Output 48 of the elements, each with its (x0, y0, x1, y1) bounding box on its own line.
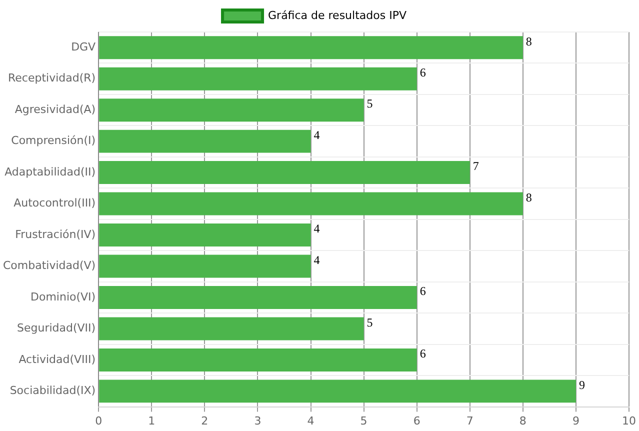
x-tick-label: 0 (95, 414, 102, 428)
x-tick-label: 7 (466, 414, 474, 428)
bar (99, 348, 417, 372)
data-label: 8 (526, 190, 532, 204)
x-tick-label: 6 (413, 414, 420, 428)
y-tick-label: Frustración(IV) (15, 228, 96, 241)
y-tick-label: Combatividad(V) (2, 259, 96, 272)
bar (99, 67, 417, 90)
x-tick-label: 9 (572, 414, 580, 428)
y-tick-label: Sociabilidad(IX) (10, 384, 96, 398)
x-tick-label: 4 (307, 414, 314, 428)
data-label: 6 (420, 346, 426, 361)
y-tick-label: Agresividad(A) (14, 102, 96, 116)
bar (99, 130, 311, 153)
y-tick-label: Comprensión(I) (11, 134, 96, 148)
y-tick-label: Receptividad(R) (8, 72, 96, 85)
data-label: 6 (420, 284, 426, 298)
legend-label: Gráfica de resultados IPV (268, 8, 407, 22)
y-tick-label: Dominio(VI) (30, 290, 96, 304)
data-label: 9 (578, 378, 585, 392)
bar (99, 224, 311, 247)
x-tick-label: 3 (254, 414, 262, 428)
data-label: 7 (472, 159, 479, 174)
y-tick-label: Autocontrol(III) (14, 196, 96, 210)
x-tick-label: 5 (360, 414, 368, 428)
y-tick-label: Adaptabilidad(II) (4, 165, 96, 178)
data-label: 4 (314, 128, 320, 142)
data-label: 5 (366, 96, 373, 111)
y-tick-label: Seguridad(VII) (17, 322, 96, 335)
x-tick-label: 10 (622, 414, 636, 428)
x-tick-label: 8 (519, 414, 526, 428)
x-tick-label: 2 (201, 414, 208, 428)
data-label: 4 (314, 252, 320, 267)
bar (99, 98, 364, 122)
y-tick-label: Actividad(VIII) (18, 352, 96, 366)
bar (99, 161, 470, 184)
data-label: 8 (526, 34, 532, 48)
bar (99, 286, 417, 309)
data-label: 5 (366, 315, 373, 330)
bar (99, 317, 364, 340)
bar (99, 36, 523, 60)
bar (99, 254, 311, 278)
bar (99, 380, 576, 403)
data-label: 6 (420, 66, 426, 80)
data-label: 4 (314, 222, 320, 236)
y-tick-label: DGV (71, 40, 96, 54)
x-tick-label: 1 (148, 414, 156, 428)
bar (99, 192, 523, 216)
